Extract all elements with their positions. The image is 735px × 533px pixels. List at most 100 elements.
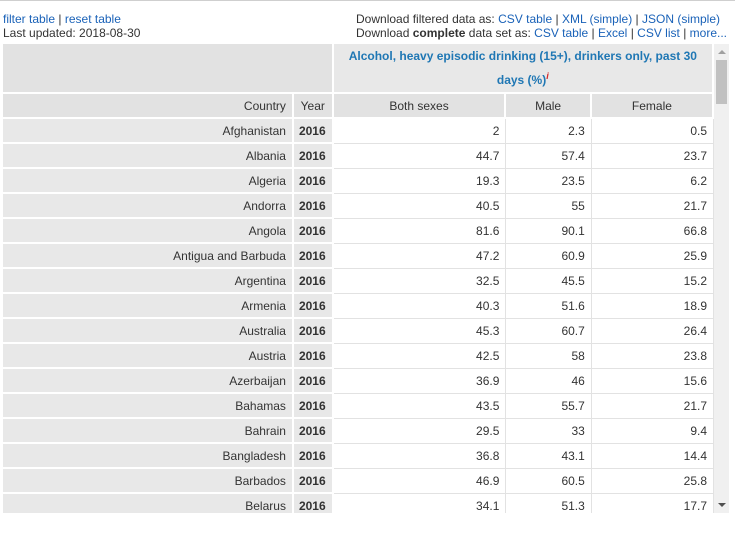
country-cell: Bahamas bbox=[3, 394, 294, 419]
male-cell: 60.9 bbox=[506, 244, 592, 269]
download-filtered-label: Download filtered data as: bbox=[356, 12, 495, 26]
both-sexes-cell: 19.3 bbox=[333, 169, 507, 194]
female-cell: 0.5 bbox=[591, 119, 714, 144]
table-row: Afghanistan 2016 2 2.3 0.5 bbox=[3, 119, 714, 144]
info-icon[interactable]: i bbox=[546, 71, 549, 81]
both-sexes-cell: 42.5 bbox=[333, 344, 507, 369]
female-cell: 25.8 bbox=[591, 469, 714, 494]
country-cell: Austria bbox=[3, 344, 294, 369]
download-complete-csv-link[interactable]: CSV table bbox=[534, 26, 589, 40]
country-cell: Afghanistan bbox=[3, 119, 294, 144]
column-header-male[interactable]: Male bbox=[506, 94, 592, 119]
table-row: Bangladesh 2016 36.8 43.1 14.4 bbox=[3, 444, 714, 469]
female-cell: 15.6 bbox=[591, 369, 714, 394]
year-cell: 2016 bbox=[293, 244, 334, 269]
table-row: Barbados 2016 46.9 60.5 25.8 bbox=[3, 469, 714, 494]
table-row: Azerbaijan 2016 36.9 46 15.6 bbox=[3, 369, 714, 394]
column-header-year[interactable]: Year bbox=[293, 94, 334, 119]
female-cell: 23.8 bbox=[591, 344, 714, 369]
country-cell: Antigua and Barbuda bbox=[3, 244, 294, 269]
year-cell: 2016 bbox=[293, 369, 334, 394]
scroll-up-arrow-icon[interactable] bbox=[718, 50, 726, 54]
link-separator: | bbox=[58, 12, 62, 26]
link-separator: | bbox=[683, 26, 687, 40]
male-cell: 55 bbox=[506, 194, 592, 219]
reset-table-link[interactable]: reset table bbox=[64, 12, 121, 26]
year-cell: 2016 bbox=[293, 494, 334, 513]
female-cell: 18.9 bbox=[591, 294, 714, 319]
both-sexes-cell: 29.5 bbox=[333, 419, 507, 444]
table-row: Argentina 2016 32.5 45.5 15.2 bbox=[3, 269, 714, 294]
both-sexes-cell: 45.3 bbox=[333, 319, 507, 344]
country-cell: Bangladesh bbox=[3, 444, 294, 469]
female-cell: 14.4 bbox=[591, 444, 714, 469]
male-cell: 2.3 bbox=[506, 119, 592, 144]
column-header-country[interactable]: Country bbox=[3, 94, 294, 119]
table-row: Andorra 2016 40.5 55 21.7 bbox=[3, 194, 714, 219]
year-cell: 2016 bbox=[293, 394, 334, 419]
year-cell: 2016 bbox=[293, 319, 334, 344]
male-cell: 43.1 bbox=[506, 444, 592, 469]
male-cell: 33 bbox=[506, 419, 592, 444]
male-cell: 46 bbox=[506, 369, 592, 394]
male-cell: 55.7 bbox=[506, 394, 592, 419]
table-row: Bahamas 2016 43.5 55.7 21.7 bbox=[3, 394, 714, 419]
female-cell: 9.4 bbox=[591, 419, 714, 444]
column-header-female[interactable]: Female bbox=[591, 94, 714, 119]
table-row: Belarus 2016 34.1 51.3 17.7 bbox=[3, 494, 714, 513]
country-cell: Bahrain bbox=[3, 419, 294, 444]
link-separator: | bbox=[591, 26, 595, 40]
year-cell: 2016 bbox=[293, 219, 334, 244]
table-row: Austria 2016 42.5 58 23.8 bbox=[3, 344, 714, 369]
filter-table-link[interactable]: filter table bbox=[3, 12, 56, 26]
column-header-both-sexes[interactable]: Both sexes bbox=[333, 94, 507, 119]
year-cell: 2016 bbox=[293, 144, 334, 169]
male-cell: 23.5 bbox=[506, 169, 592, 194]
female-cell: 21.7 bbox=[591, 194, 714, 219]
male-cell: 90.1 bbox=[506, 219, 592, 244]
indicator-header: Alcohol, heavy episodic drinking (15+), … bbox=[333, 44, 714, 94]
female-cell: 23.7 bbox=[591, 144, 714, 169]
link-separator: | bbox=[635, 12, 639, 26]
table-row: Albania 2016 44.7 57.4 23.7 bbox=[3, 144, 714, 169]
download-more-link[interactable]: more... bbox=[689, 26, 727, 40]
table-row: Antigua and Barbuda 2016 47.2 60.9 25.9 bbox=[3, 244, 714, 269]
year-cell: 2016 bbox=[293, 419, 334, 444]
male-cell: 60.5 bbox=[506, 469, 592, 494]
download-complete-suffix: data set as: bbox=[468, 26, 531, 40]
last-updated: Last updated: 2018-08-30 bbox=[3, 26, 141, 40]
table-row: Armenia 2016 40.3 51.6 18.9 bbox=[3, 294, 714, 319]
both-sexes-cell: 43.5 bbox=[333, 394, 507, 419]
female-cell: 26.4 bbox=[591, 319, 714, 344]
both-sexes-cell: 2 bbox=[333, 119, 507, 144]
country-cell: Andorra bbox=[3, 194, 294, 219]
vertical-scrollbar[interactable] bbox=[714, 44, 729, 513]
female-cell: 25.9 bbox=[591, 244, 714, 269]
table-row: Australia 2016 45.3 60.7 26.4 bbox=[3, 319, 714, 344]
download-complete-bold: complete bbox=[412, 26, 466, 40]
download-filtered-json-link[interactable]: JSON (simple) bbox=[642, 12, 721, 26]
download-links: Download filtered data as: CSV table | X… bbox=[356, 12, 727, 40]
country-cell: Argentina bbox=[3, 269, 294, 294]
country-cell: Belarus bbox=[3, 494, 294, 513]
year-cell: 2016 bbox=[293, 344, 334, 369]
country-cell: Australia bbox=[3, 319, 294, 344]
download-complete-csv-list-link[interactable]: CSV list bbox=[637, 26, 680, 40]
data-table: Alcohol, heavy episodic drinking (15+), … bbox=[3, 44, 714, 513]
female-cell: 17.7 bbox=[591, 494, 714, 513]
download-filtered-xml-link[interactable]: XML (simple) bbox=[561, 12, 633, 26]
download-complete-prefix: Download bbox=[356, 26, 410, 40]
scroll-down-arrow-icon[interactable] bbox=[718, 503, 726, 507]
data-table-viewport[interactable]: Alcohol, heavy episodic drinking (15+), … bbox=[3, 44, 714, 513]
table-row: Bahrain 2016 29.5 33 9.4 bbox=[3, 419, 714, 444]
download-complete-excel-link[interactable]: Excel bbox=[598, 26, 628, 40]
both-sexes-cell: 81.6 bbox=[333, 219, 507, 244]
year-cell: 2016 bbox=[293, 119, 334, 144]
both-sexes-cell: 40.5 bbox=[333, 194, 507, 219]
country-cell: Algeria bbox=[3, 169, 294, 194]
year-cell: 2016 bbox=[293, 194, 334, 219]
scrollbar-thumb[interactable] bbox=[716, 60, 727, 104]
both-sexes-cell: 44.7 bbox=[333, 144, 507, 169]
download-filtered-csv-link[interactable]: CSV table bbox=[498, 12, 553, 26]
both-sexes-cell: 40.3 bbox=[333, 294, 507, 319]
